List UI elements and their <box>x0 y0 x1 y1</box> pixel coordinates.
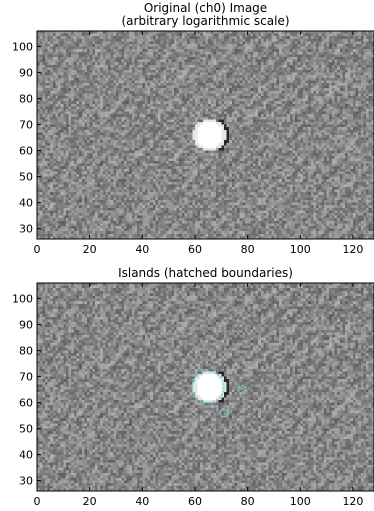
y-tick-label: 100 <box>12 293 33 306</box>
x-tick-label: 60 <box>188 243 202 256</box>
plot-frame <box>36 282 374 492</box>
x-tick-label: 0 <box>34 495 41 508</box>
y-tick-label: 60 <box>19 145 33 158</box>
y-tick-label: 80 <box>19 345 33 358</box>
heatmap-image <box>37 31 374 239</box>
y-tick-label: 100 <box>12 41 33 54</box>
x-tick-label: 80 <box>241 243 255 256</box>
plot-2: 0 20 40 60 80 100 120 30 40 50 60 70 80 90 100 <box>12 282 374 508</box>
y-tick-label: 30 <box>19 475 33 488</box>
x-tick-label: 100 <box>290 495 311 508</box>
y-tick-label: 50 <box>19 171 33 184</box>
y-tick-label: 40 <box>19 449 33 462</box>
x-tick-label: 80 <box>241 495 255 508</box>
y-tick-label: 60 <box>19 397 33 410</box>
plot1-title-line1: Original (ch0) Image <box>143 1 268 15</box>
y-tick-label: 30 <box>19 223 33 236</box>
x-tick-label: 20 <box>83 243 97 256</box>
heatmap-image <box>37 283 374 491</box>
plot-frame <box>36 30 374 240</box>
x-tick-label: 20 <box>83 495 97 508</box>
island-boundary-1 <box>191 370 225 404</box>
island-boundary-2 <box>237 384 248 395</box>
x-tick-label: 100 <box>290 243 311 256</box>
x-tick-label: 0 <box>34 243 41 256</box>
y-tick-label: 70 <box>19 371 33 384</box>
y-tick-label: 80 <box>19 93 33 106</box>
y-tick-label: 40 <box>19 197 33 210</box>
plot2-title: Islands (hatched boundaries) <box>118 266 293 280</box>
x-tick-label: 60 <box>188 495 202 508</box>
island-boundary-3 <box>219 408 229 418</box>
y-tick-label: 90 <box>19 67 33 80</box>
x-tick-label: 40 <box>135 243 149 256</box>
x-tick-label: 40 <box>135 495 149 508</box>
plot1-title-line2: (arbitrary logarithmic scale) <box>121 14 290 28</box>
x-tick-label: 120 <box>342 495 363 508</box>
y-tick-label: 70 <box>19 119 33 132</box>
plot-1: 0 20 40 60 80 100 120 30 40 50 60 70 80 90 100 <box>12 30 374 256</box>
y-tick-label: 90 <box>19 319 33 332</box>
x-tick-label: 120 <box>342 243 363 256</box>
y-tick-label: 50 <box>19 423 33 436</box>
